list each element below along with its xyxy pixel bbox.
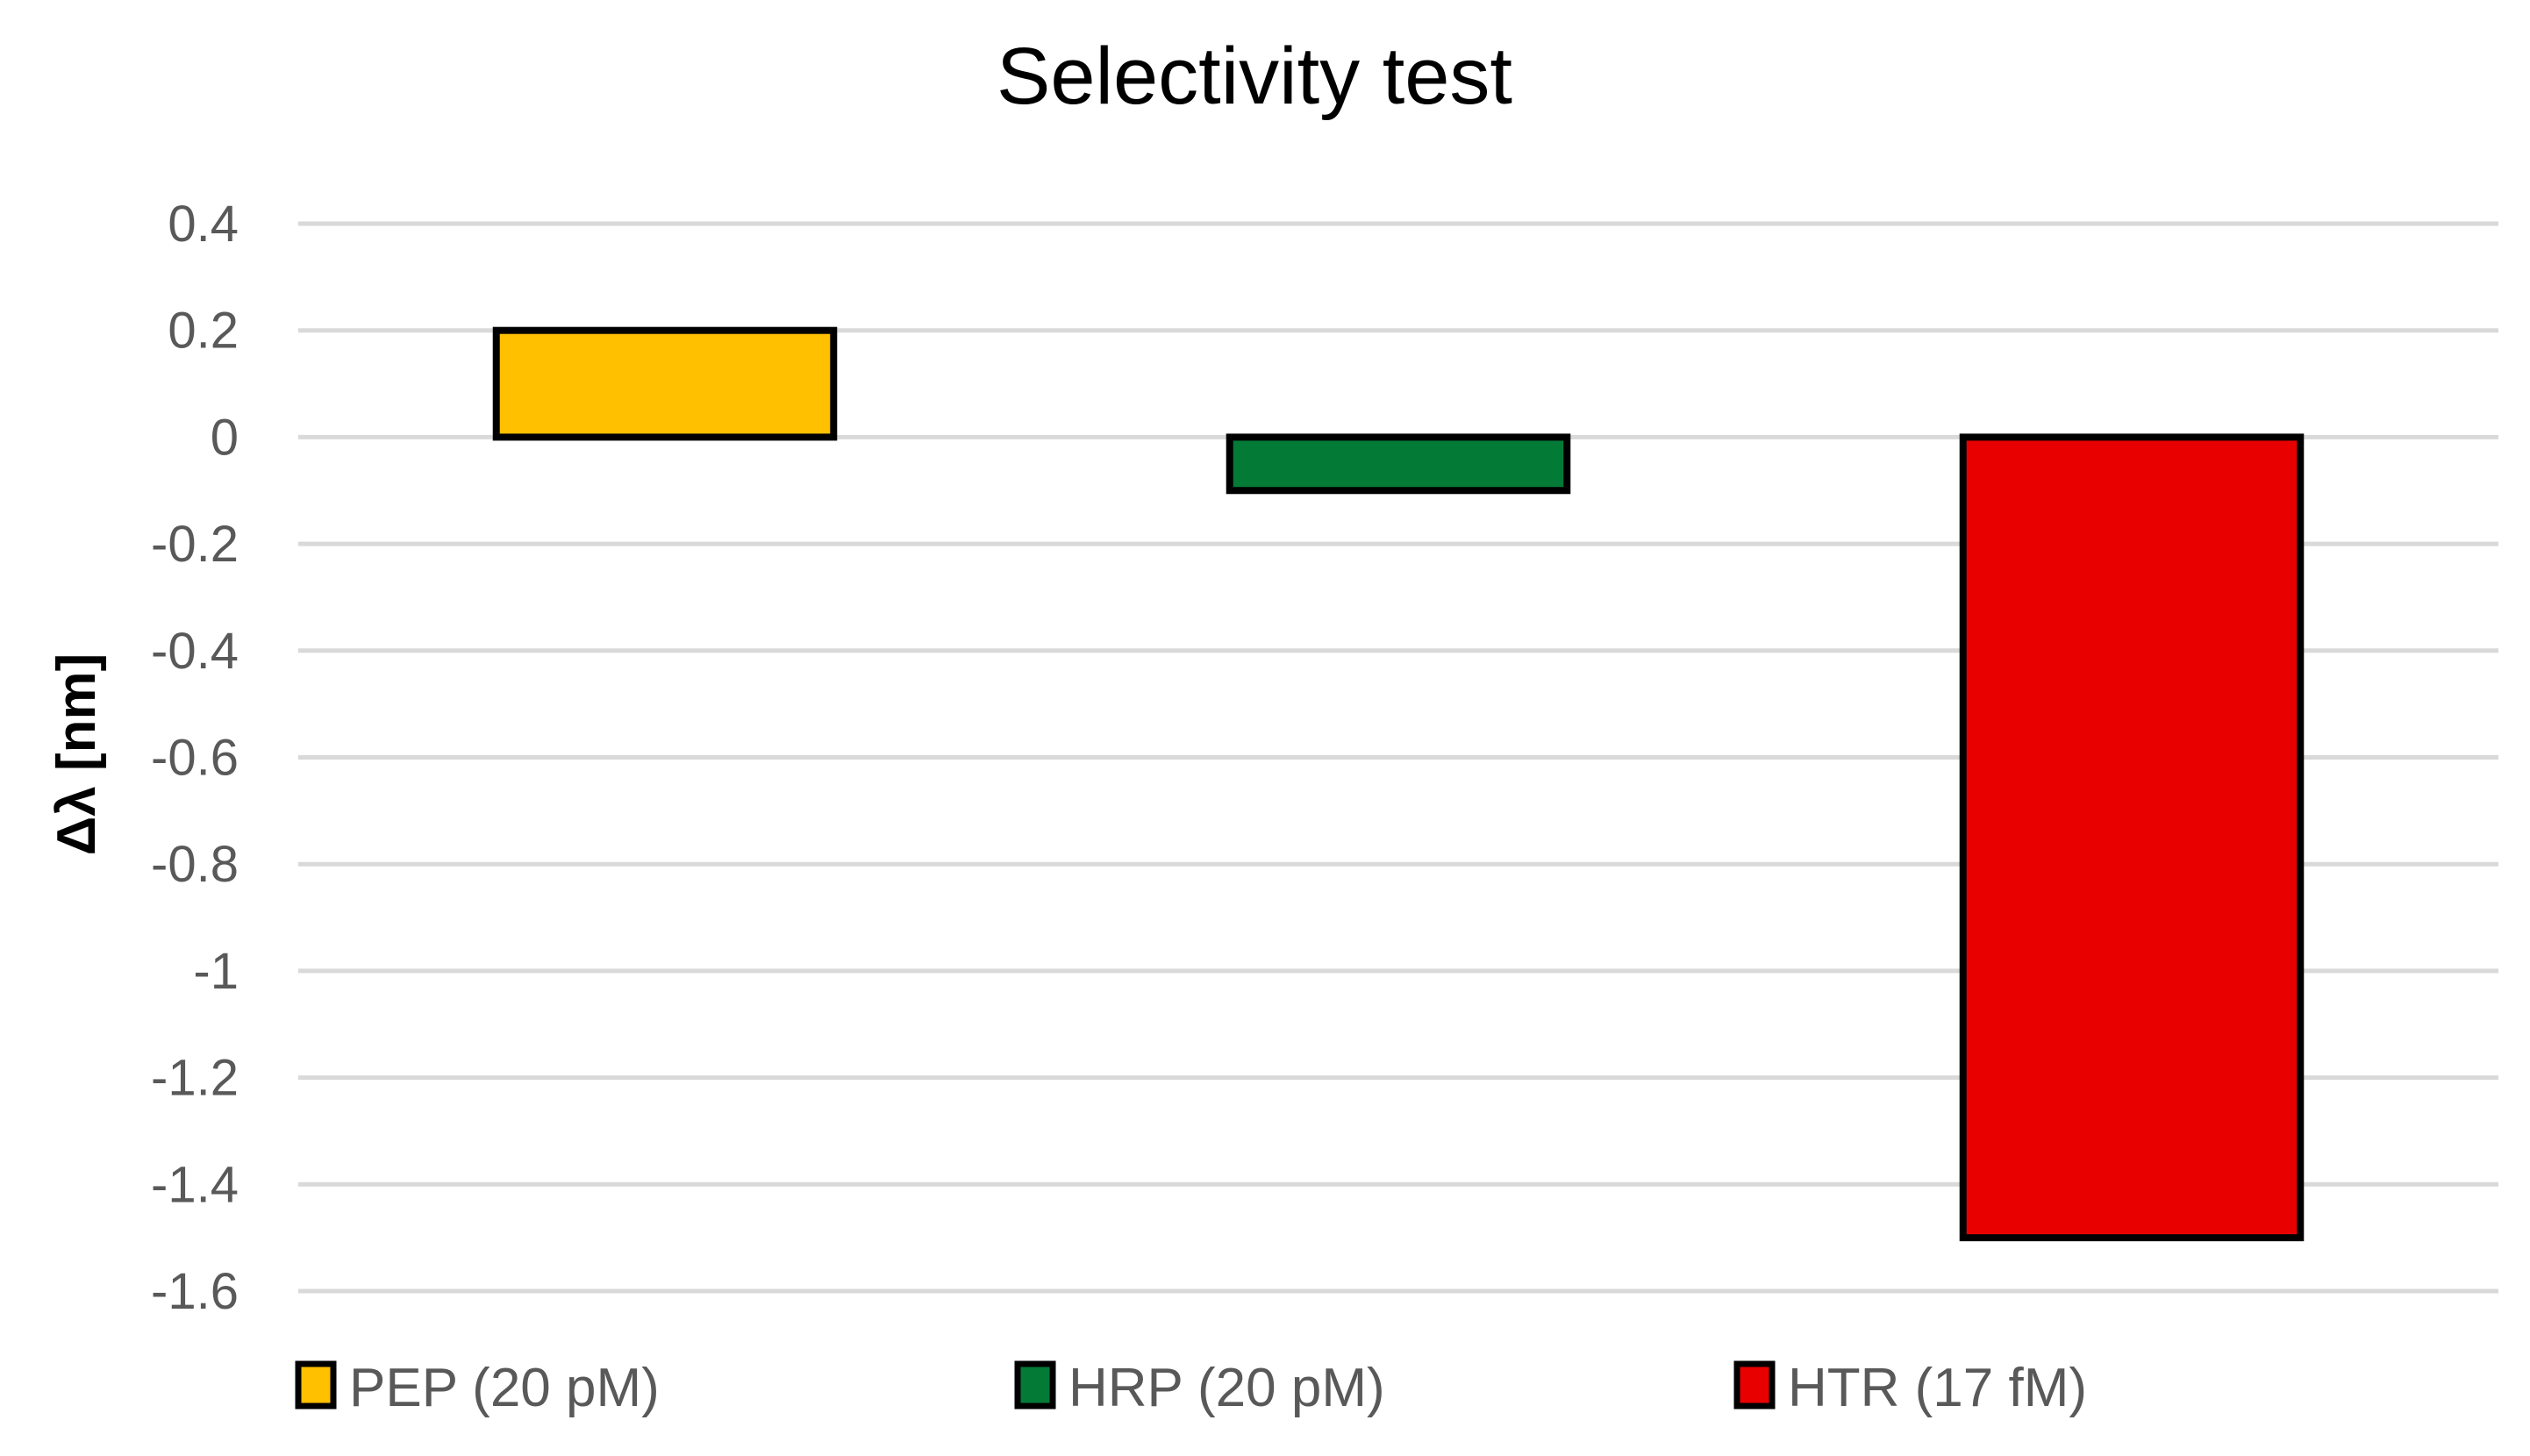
- y-tick-label: -1.2: [151, 1050, 239, 1107]
- y-tick-label: -0.6: [151, 730, 239, 787]
- legend-swatch: [1733, 1360, 1776, 1410]
- legend-label: HTR (17 fM): [1788, 1358, 2087, 1418]
- y-tick-label: -1.4: [151, 1156, 239, 1213]
- legend-swatch: [295, 1360, 337, 1410]
- y-tick-label: -0.8: [151, 836, 239, 893]
- y-tick-labels: 0.4 0.2 0 -0.2 -0.4 -0.6 -0.8 -1 -1.2 -1.4 -1.6: [151, 196, 239, 1320]
- legend-label: HRP (20 pM): [1068, 1358, 1385, 1418]
- y-tick-label: -0.4: [151, 623, 239, 680]
- bar-2: [1226, 433, 1571, 495]
- y-tick-label: -1: [193, 943, 239, 1000]
- y-tick-label: 0.2: [168, 303, 239, 360]
- y-tick-label: 0: [211, 409, 239, 466]
- bars: [492, 326, 2305, 1242]
- y-tick-label: -0.2: [151, 516, 239, 573]
- y-tick-label: -1.6: [151, 1263, 239, 1320]
- y-tick-label: 0.4: [168, 196, 239, 253]
- legend-label: PEP (20 pM): [349, 1358, 660, 1418]
- legend-swatch: [1014, 1360, 1056, 1410]
- chart-title: Selectivity test: [997, 32, 1512, 121]
- y-axis-label: Δλ [nm]: [46, 653, 107, 856]
- bar-3: [1959, 433, 2305, 1242]
- bar-1: [492, 326, 838, 441]
- legend: PEP (20 pM) HRP (20 pM) HTR (17 fM): [295, 1358, 2087, 1418]
